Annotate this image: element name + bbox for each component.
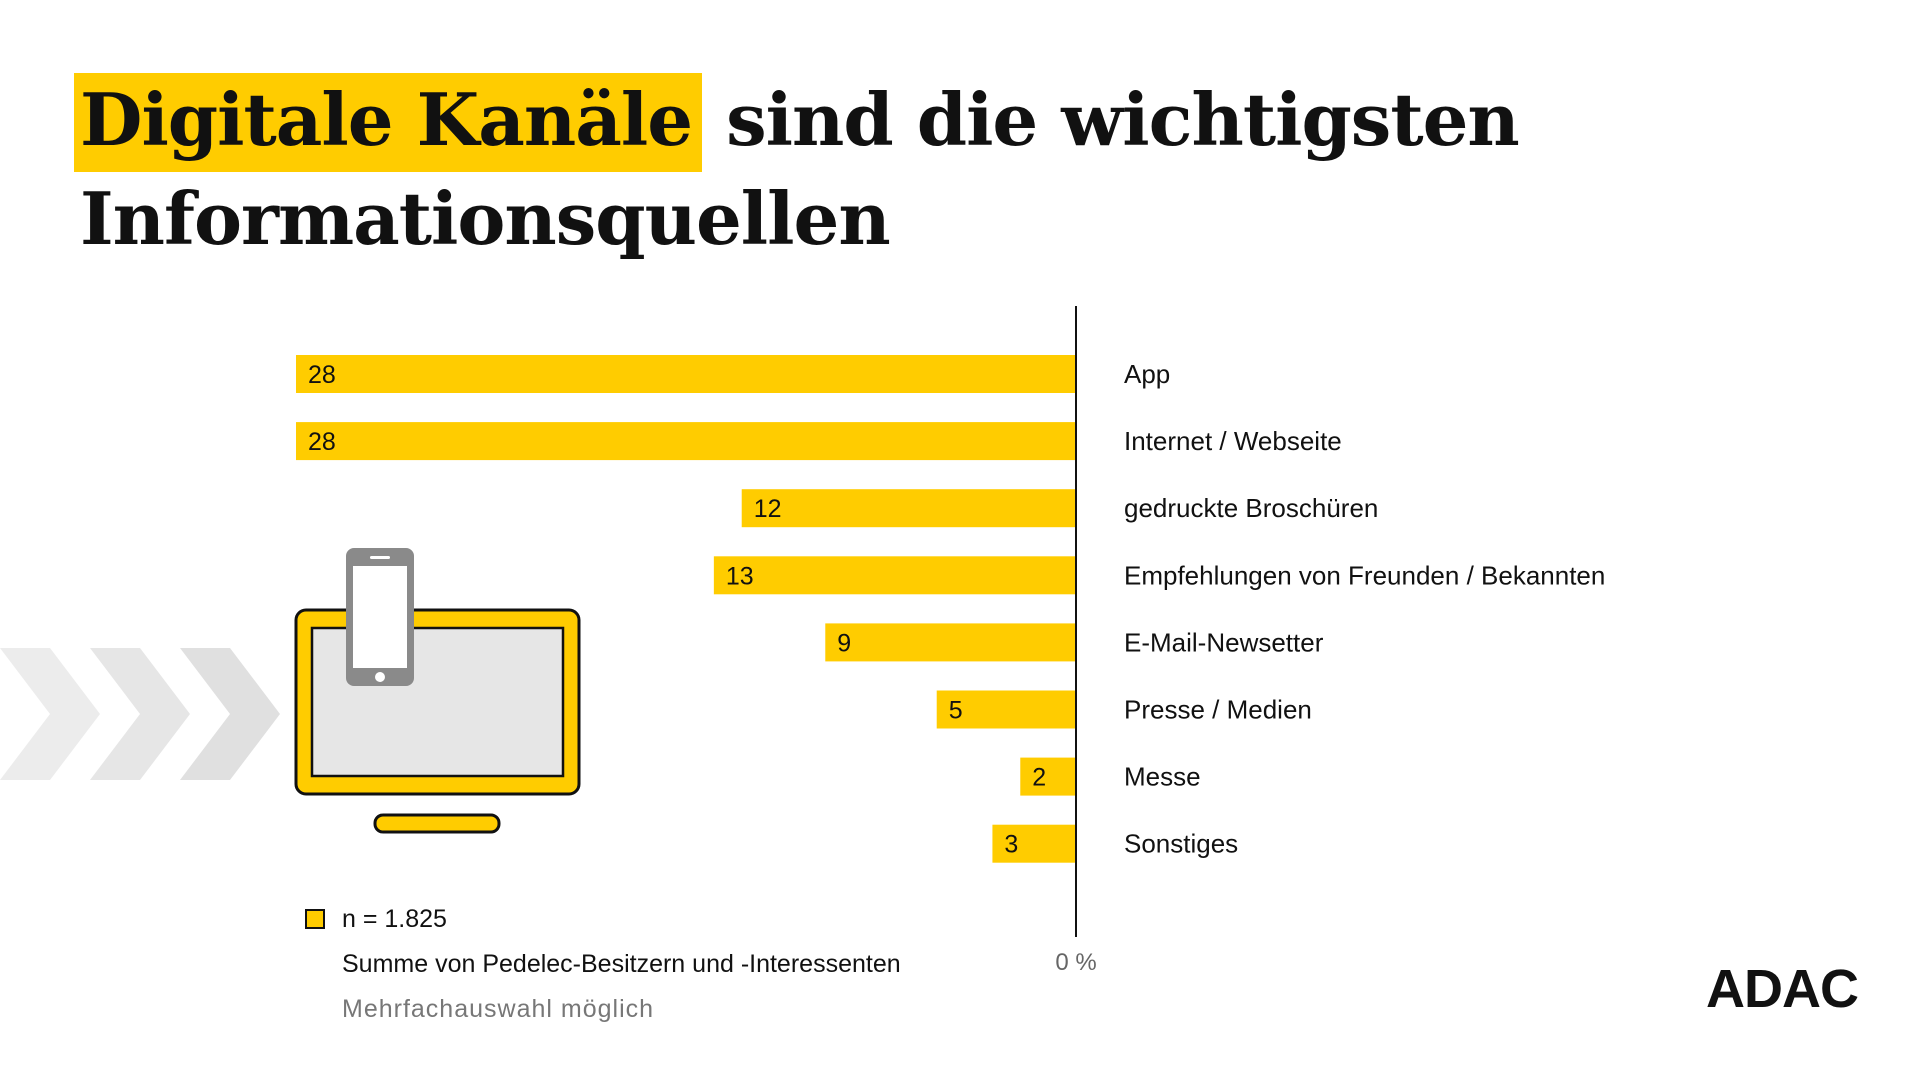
legend-n: n = 1.825 <box>342 905 447 933</box>
chevron-2 <box>90 648 190 780</box>
legend-note: Summe von Pedelec-Besitzern und -Interes… <box>342 950 901 978</box>
bar <box>741 489 1076 528</box>
category-label: Empfehlungen von Freunden / Bekannten <box>1124 560 1605 590</box>
monitor-icon <box>294 608 581 834</box>
bar-value-label: 28 <box>308 361 336 389</box>
bar-value-label: 5 <box>949 697 963 725</box>
smartphone-icon <box>346 548 414 686</box>
legend-swatch <box>305 909 325 929</box>
phone-screen <box>353 566 407 668</box>
bar-value-label: 2 <box>1032 764 1046 792</box>
category-label: Sonstiges <box>1124 829 1238 859</box>
bar <box>296 422 1076 461</box>
bar-value-label: 12 <box>754 495 782 523</box>
bar-value-label: 28 <box>308 428 336 456</box>
phone-button <box>375 672 385 682</box>
adac-logo: ADAC <box>1706 959 1859 1019</box>
bar <box>992 824 1076 863</box>
bar <box>825 623 1076 662</box>
title-rest: sind die wichtigsten <box>726 77 1520 162</box>
title-line-1: Digitale Kanäle sind die wichtigsten <box>74 73 1520 172</box>
bar <box>1020 757 1076 796</box>
category-label: Internet / Webseite <box>1124 426 1342 456</box>
category-label: gedruckte Broschüren <box>1124 493 1378 523</box>
category-label: App <box>1124 359 1170 389</box>
title-highlight: Digitale Kanäle <box>74 73 703 172</box>
bar <box>936 690 1076 729</box>
bar <box>296 355 1076 393</box>
bar-value-label: 13 <box>726 562 754 590</box>
category-label: E-Mail-Newsetter <box>1124 627 1324 657</box>
legend-multi: Mehrfachauswahl möglich <box>342 995 655 1023</box>
bar-value-label: 9 <box>837 629 851 657</box>
category-label: Messe <box>1124 762 1201 792</box>
monitor-stand <box>373 813 501 834</box>
chevron-arrows-icon <box>0 648 280 780</box>
category-label: Presse / Medien <box>1124 695 1312 725</box>
title-line-2: Informationsquellen <box>80 176 891 261</box>
chevron-3 <box>180 648 280 780</box>
bar <box>713 556 1076 595</box>
chevron-1 <box>0 648 100 780</box>
bars-group: 28 App 28 Internet / Webseite 12 gedruckte Br… <box>296 355 1605 863</box>
bar-value-label: 3 <box>1004 831 1018 859</box>
axis-label: 0 % <box>1055 949 1096 976</box>
phone-speaker <box>370 556 390 559</box>
